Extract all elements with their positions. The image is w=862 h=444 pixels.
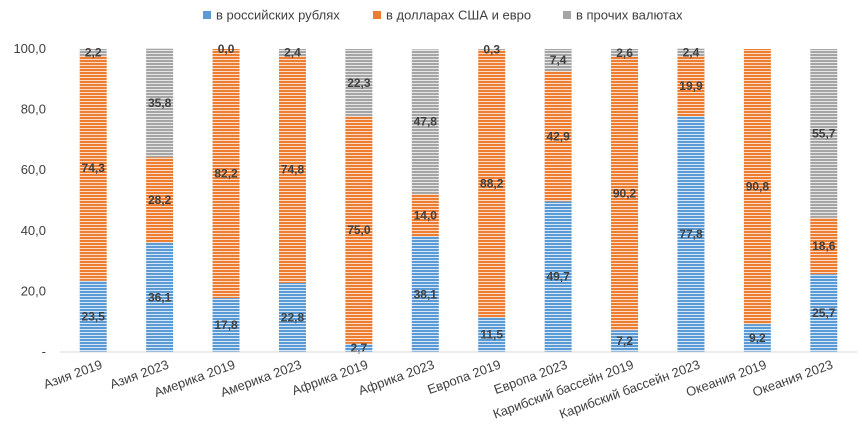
data-label: 90,2 (613, 187, 637, 201)
data-label: 2,4 (284, 46, 301, 60)
bar-segment (810, 274, 838, 352)
legend-swatch (373, 11, 381, 19)
bar-segment (677, 116, 705, 353)
data-label: 42,9 (546, 129, 570, 143)
legend-item: в прочих валютах (563, 8, 683, 23)
bar-segment (544, 71, 572, 202)
bar-segment (478, 49, 506, 50)
data-label: 2,2 (85, 45, 102, 59)
data-label: 19,9 (679, 79, 703, 93)
bar-segment (544, 49, 572, 72)
bar-segment (345, 343, 373, 352)
data-label: 25,7 (812, 306, 836, 320)
data-label: 18,6 (812, 239, 836, 253)
bar-segment (79, 55, 107, 281)
x-tick-label: Африка 2019 (290, 357, 370, 398)
bar-segment (278, 56, 306, 283)
bar-segment (278, 49, 306, 57)
bar-segment (411, 236, 439, 352)
bar-segment (146, 157, 174, 243)
legend-item: в российских рублях (203, 8, 340, 23)
bar-segment (345, 116, 373, 344)
y-tick-label: 20,0 (21, 283, 46, 298)
legend-label: в прочих валютах (576, 8, 683, 23)
data-label: 36,1 (148, 290, 172, 304)
data-label: 7,2 (616, 334, 633, 348)
y-tick-label: 100,0 (13, 41, 46, 56)
legend-item: в долларах США и евро (373, 8, 531, 23)
data-label: 2,7 (351, 341, 368, 355)
data-label: 90,8 (746, 180, 770, 194)
data-label: 23,5 (82, 309, 106, 323)
data-label: 2,6 (616, 46, 633, 60)
data-label: 49,7 (546, 270, 570, 284)
data-label: 9,2 (749, 331, 766, 345)
bar-segment (810, 49, 838, 218)
data-label: 28,2 (148, 193, 172, 207)
bar-segment (611, 49, 639, 57)
bar-segment (478, 317, 506, 352)
y-tick-label: - (42, 344, 46, 359)
bar-segment (544, 201, 572, 352)
bar-segment (677, 48, 705, 56)
bar-segment (79, 280, 107, 352)
data-label: 7,4 (550, 53, 567, 67)
data-label: 82,2 (214, 167, 238, 181)
data-label: 22,8 (281, 310, 305, 324)
y-tick-label: 40,0 (21, 223, 46, 238)
y-tick-label: 80,0 (21, 102, 46, 117)
data-label: 0,0 (218, 42, 235, 56)
legend-swatch (203, 11, 211, 19)
data-label: 17,8 (214, 318, 238, 332)
data-label: 74,3 (82, 161, 106, 175)
bar-segment (478, 49, 506, 318)
data-label: 2,4 (683, 45, 700, 59)
bar-segment (146, 48, 174, 158)
data-label: 11,5 (480, 328, 503, 342)
y-tick-label: 60,0 (21, 162, 46, 177)
x-tick-label: Азия 2019 (41, 357, 104, 392)
data-label: 14,0 (414, 208, 438, 222)
data-label: 74,8 (281, 163, 305, 177)
bar-segment (743, 324, 771, 352)
bar-segment (278, 282, 306, 352)
bar-segment (212, 49, 240, 299)
bars-group: 23,5 74,3 2,2 36,1 28,2 35,8 17,8 82,2 0,0 22,8 74… (79, 42, 838, 355)
legend-label: в российских рублях (216, 8, 340, 23)
bar-segment (345, 49, 373, 117)
bar-segment (611, 56, 639, 331)
bar-segment (743, 49, 771, 325)
x-tick-label: Европа 2019 (425, 357, 502, 397)
bar-segment (810, 217, 838, 275)
data-label: 38,1 (414, 287, 438, 301)
data-label: 75,0 (347, 223, 371, 237)
y-axis: - 20,0 40,0 60,0 80,0 100,0 (13, 41, 46, 359)
bar-segment (411, 194, 439, 237)
data-label: 88,2 (480, 177, 504, 191)
bar-segment (677, 55, 705, 117)
data-label: 22,3 (347, 76, 371, 90)
bar-segment (411, 49, 439, 195)
data-label: 77,8 (679, 227, 703, 241)
legend-label: в долларах США и евро (386, 8, 531, 23)
data-label: 0,3 (483, 42, 500, 56)
chart-legend: в российских рублях в долларах США и евро… (203, 8, 683, 23)
bar-segment (212, 298, 240, 352)
data-label: 55,7 (812, 126, 836, 140)
legend-swatch (563, 11, 571, 19)
bar-segment (611, 330, 639, 352)
bar-segment (146, 242, 174, 352)
x-tick-label: Африка 2023 (356, 357, 436, 398)
data-label: 47,8 (414, 115, 438, 129)
bar-segment (79, 49, 107, 56)
data-label: 35,8 (148, 96, 172, 110)
